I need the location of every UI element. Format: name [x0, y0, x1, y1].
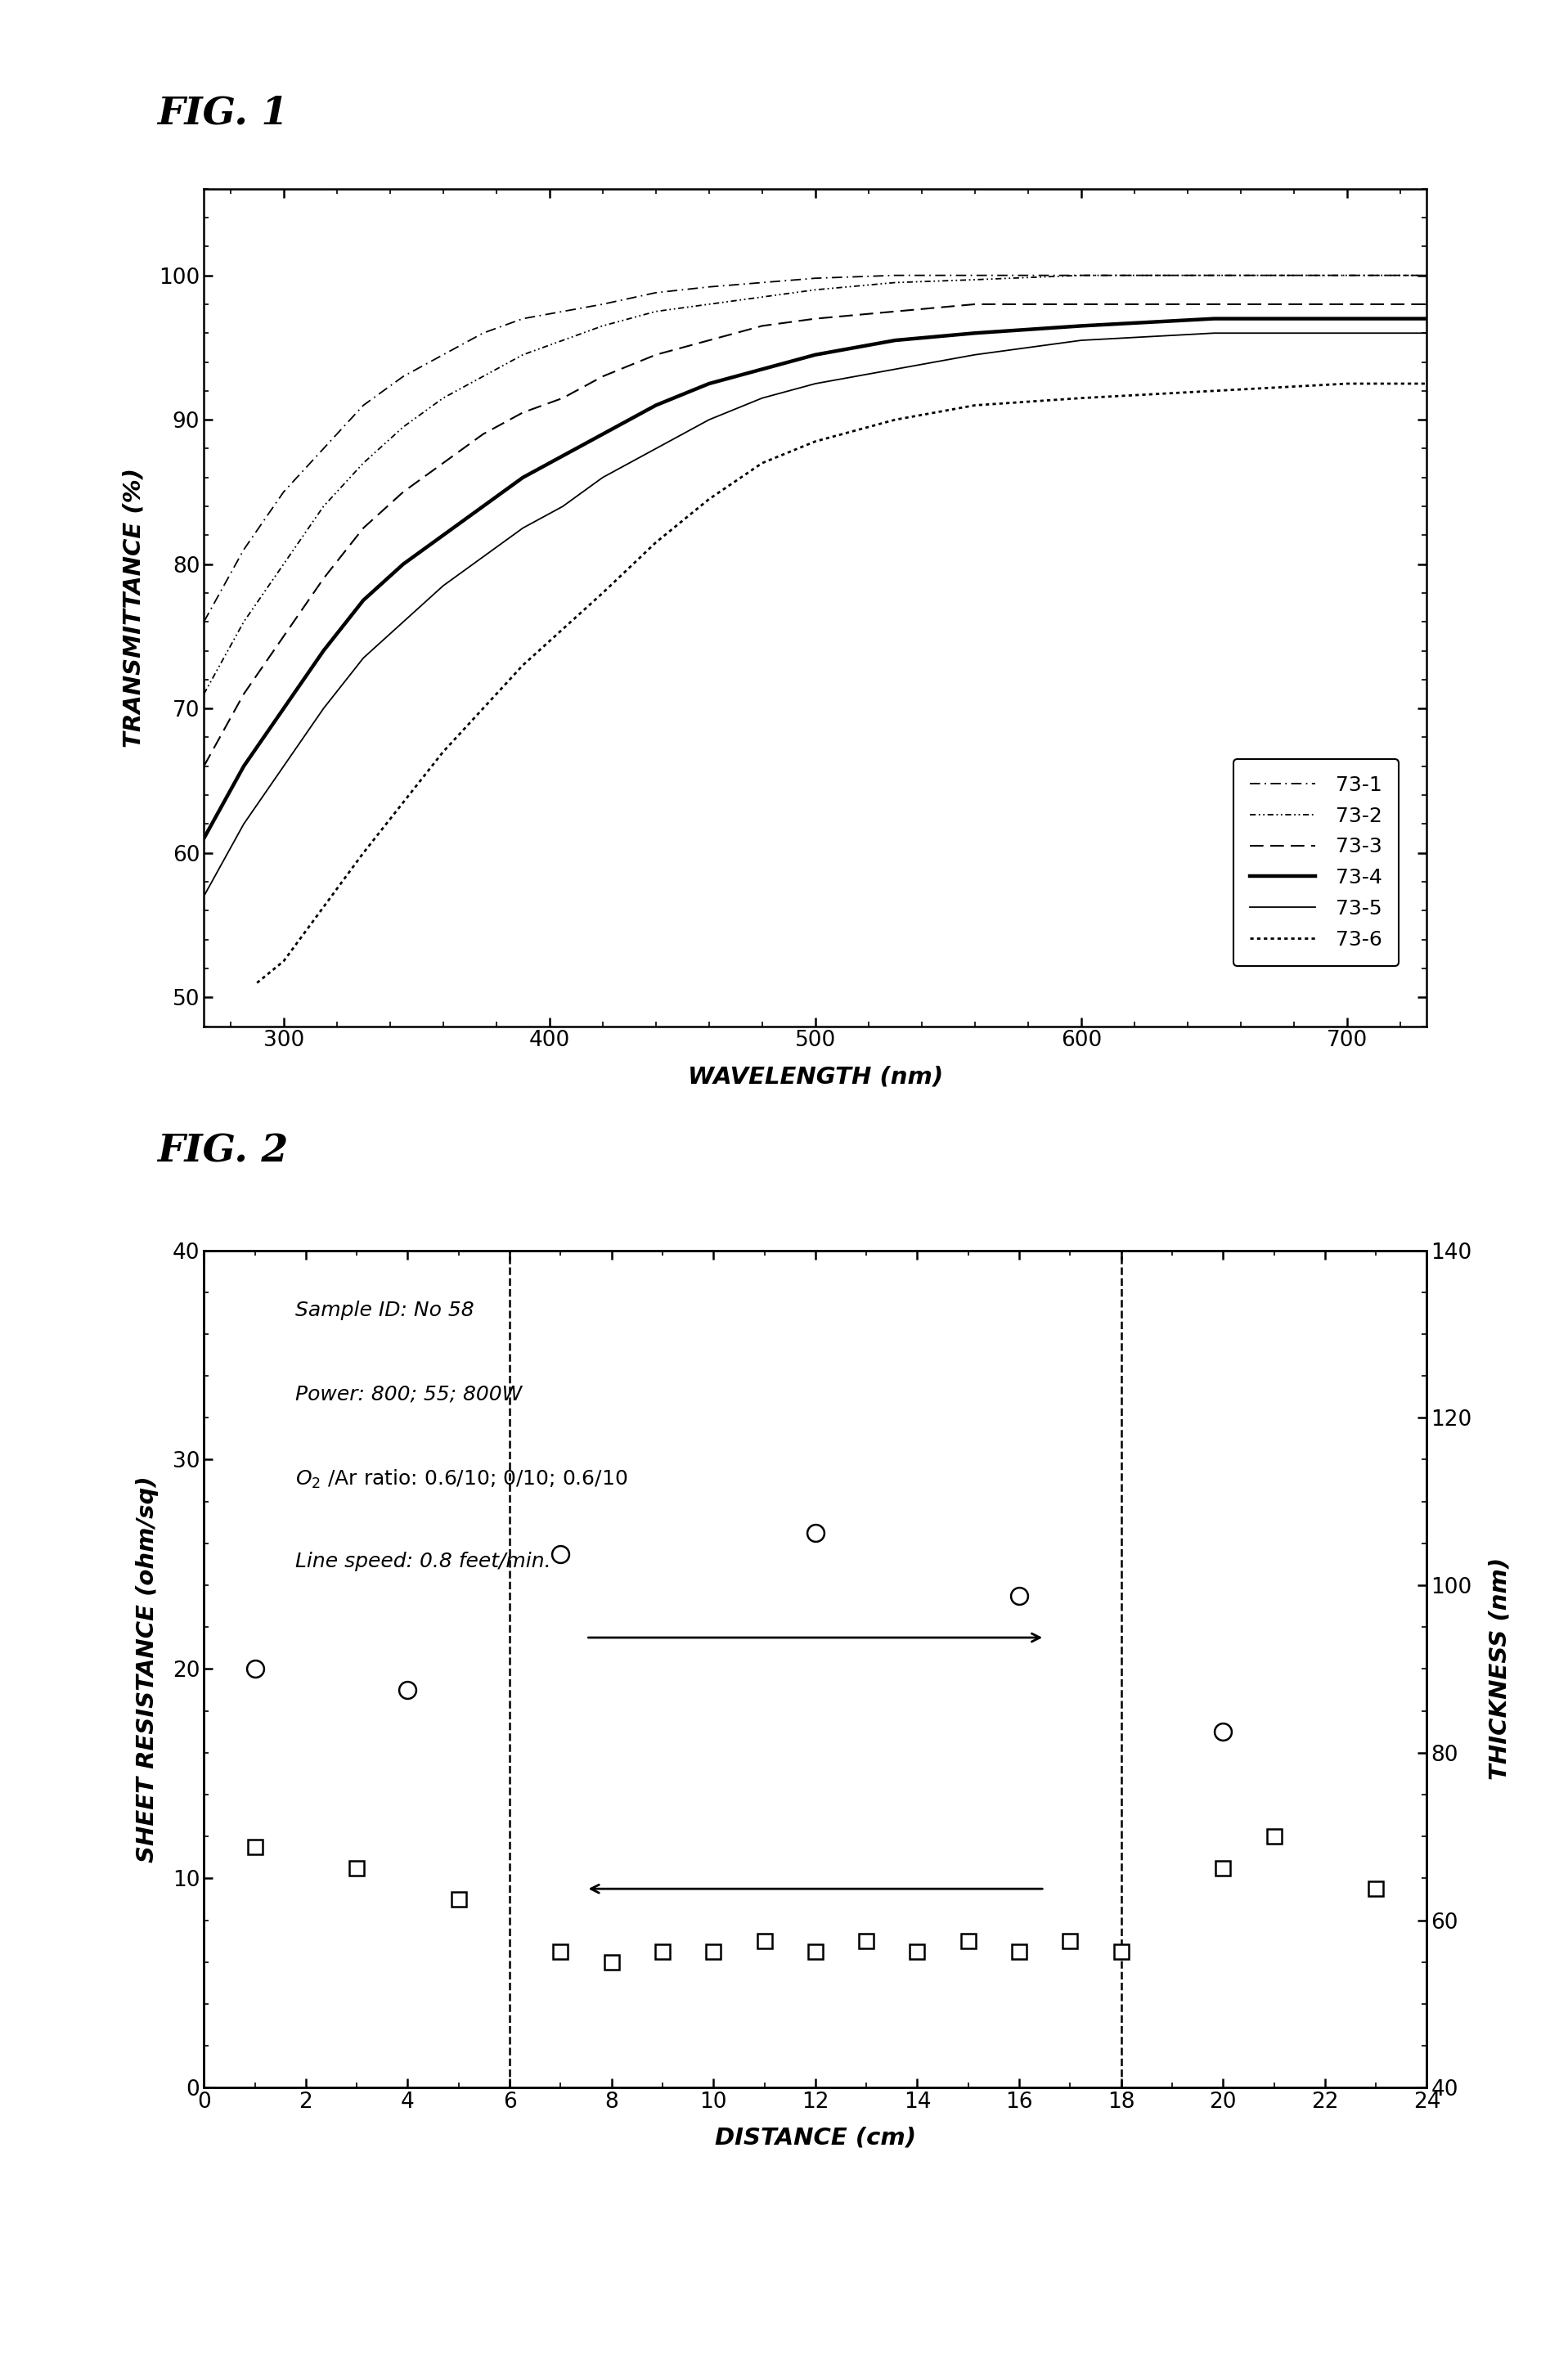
Legend: 73-1, 73-2, 73-3, 73-4, 73-5, 73-6: 73-1, 73-2, 73-3, 73-4, 73-5, 73-6	[1232, 760, 1399, 965]
X-axis label: DISTANCE (cm): DISTANCE (cm)	[715, 2125, 916, 2149]
Text: FIG. 2: FIG. 2	[157, 1132, 289, 1170]
Text: Sample ID: No 58: Sample ID: No 58	[295, 1300, 475, 1321]
Y-axis label: SHEET RESISTANCE (ohm/sq): SHEET RESISTANCE (ohm/sq)	[136, 1477, 158, 1861]
Text: FIG. 1: FIG. 1	[157, 94, 289, 132]
X-axis label: WAVELENGTH (nm): WAVELENGTH (nm)	[688, 1064, 942, 1087]
Y-axis label: THICKNESS (nm): THICKNESS (nm)	[1488, 1557, 1510, 1781]
Text: Power: 800; 55; 800W: Power: 800; 55; 800W	[295, 1385, 522, 1404]
Y-axis label: TRANSMITTANCE (%): TRANSMITTANCE (%)	[122, 467, 146, 748]
Text: Line speed: 0.8 feet/min.: Line speed: 0.8 feet/min.	[295, 1552, 552, 1571]
Text: $\mathit{O_2}$ /Ar ratio: 0.6/10; 0/10; 0.6/10: $\mathit{O_2}$ /Ar ratio: 0.6/10; 0/10; …	[295, 1467, 629, 1491]
